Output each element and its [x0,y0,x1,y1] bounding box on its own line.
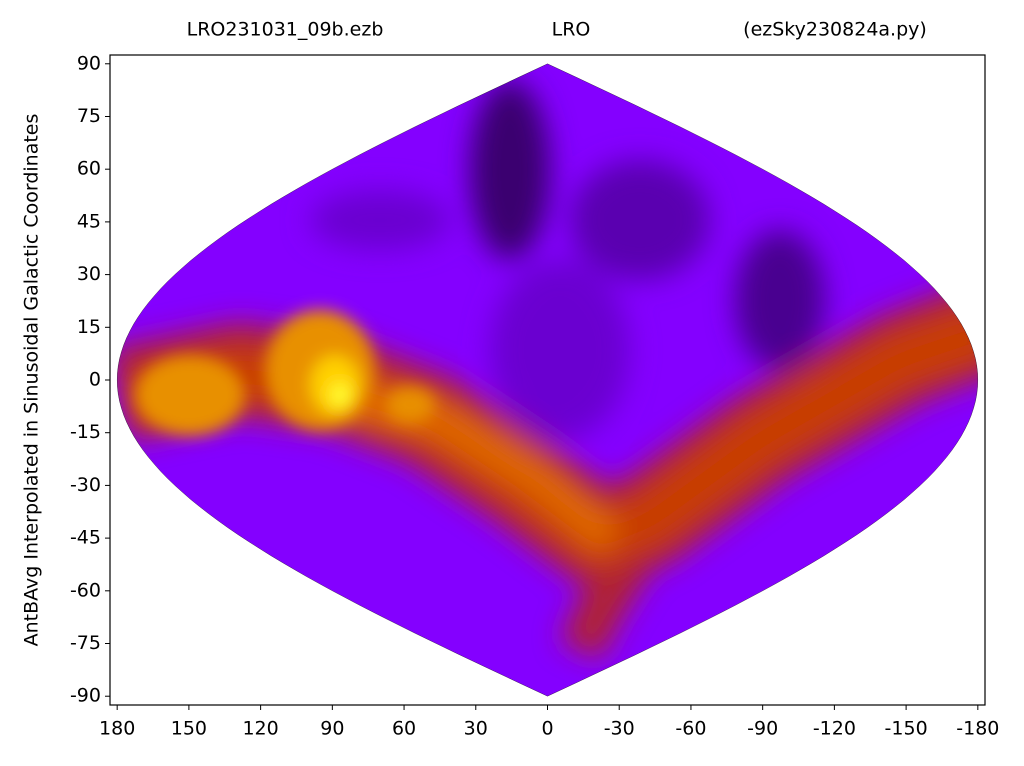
y-tick-label: -90 [70,685,101,707]
title-right: (ezSky230824a.py) [743,19,927,41]
y-tick-label: 30 [77,263,101,285]
chart-title: LRO [552,19,591,41]
y-tick-label: 0 [89,369,101,391]
x-tick-label: 90 [320,718,344,740]
y-tick-label: 45 [77,210,101,232]
x-tick-label: -150 [885,718,928,740]
x-tick-label: -180 [956,718,999,740]
sky-image [117,63,978,697]
y-tick-label: 15 [77,316,101,338]
x-tick-label: -30 [604,718,635,740]
x-tick-label: 0 [541,718,553,740]
y-tick-label: -15 [70,421,101,443]
x-tick-label: -120 [813,718,856,740]
x-tick-label: 30 [464,718,488,740]
x-tick-label: 120 [242,718,278,740]
sky-outline [116,63,979,697]
y-tick-label: 75 [77,105,101,127]
y-tick-label: 60 [77,158,101,180]
y-tick-label: -60 [70,579,101,601]
x-tick-label: 150 [171,718,207,740]
y-tick-label: -45 [70,527,101,549]
x-tick-label: 180 [99,718,135,740]
x-tick-label: -90 [747,718,778,740]
title-left: LRO231031_09b.ezb [187,19,384,41]
y-tick-label: -30 [70,474,101,496]
y-tick-label: 90 [77,52,101,74]
x-tick-label: -60 [675,718,706,740]
x-tick-label: 60 [392,718,416,740]
y-tick-label: -75 [70,632,101,654]
y-axis-label: AntBAvg Interpolated in Sinusoidal Galac… [21,114,43,647]
